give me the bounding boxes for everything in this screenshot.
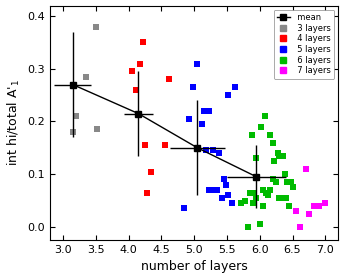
Point: [258, 124, 264, 129]
Point: [260, 204, 266, 208]
Point: [267, 133, 272, 137]
Point: [250, 201, 256, 205]
Point: [134, 88, 139, 92]
Point: [282, 172, 287, 176]
Point: [225, 193, 231, 198]
Point: [303, 167, 309, 171]
Point: [270, 177, 276, 182]
Point: [206, 109, 211, 113]
Point: [225, 93, 231, 97]
Point: [283, 196, 289, 200]
Point: [70, 130, 76, 134]
Point: [270, 140, 276, 145]
Point: [195, 61, 200, 66]
Point: [280, 196, 286, 200]
Legend:   mean,   3 layers,   4 layers,   5 layers,   6 layers,   7 layers: mean, 3 layers, 4 layers, 5 layers, 6 la…: [274, 10, 334, 79]
Point: [73, 114, 79, 119]
Point: [249, 133, 255, 137]
Point: [239, 201, 244, 205]
Point: [206, 188, 211, 192]
Point: [166, 77, 172, 81]
Point: [216, 151, 222, 155]
Point: [271, 159, 277, 163]
Point: [223, 182, 228, 187]
Point: [264, 190, 269, 195]
Point: [254, 156, 259, 161]
Point: [290, 185, 295, 189]
Point: [316, 204, 322, 208]
Point: [243, 198, 248, 203]
Point: [140, 40, 146, 45]
Point: [293, 209, 299, 213]
Point: [201, 109, 207, 113]
Point: [182, 206, 187, 211]
X-axis label: number of layers: number of layers: [141, 260, 248, 273]
Point: [260, 188, 266, 192]
Point: [265, 193, 270, 198]
Point: [229, 201, 235, 205]
Point: [144, 190, 150, 195]
Point: [254, 196, 259, 200]
Point: [94, 127, 100, 132]
Point: [93, 24, 98, 29]
Point: [323, 201, 328, 205]
Point: [277, 153, 282, 158]
Point: [267, 188, 272, 192]
Point: [284, 180, 290, 184]
Point: [257, 222, 262, 227]
Point: [129, 69, 135, 74]
Point: [252, 190, 257, 195]
Point: [199, 122, 205, 126]
Point: [232, 85, 238, 90]
Point: [138, 61, 143, 66]
Point: [149, 169, 154, 174]
Point: [277, 196, 282, 200]
Point: [247, 190, 252, 195]
Point: [203, 148, 209, 153]
Point: [262, 114, 268, 119]
Point: [214, 188, 220, 192]
Point: [280, 153, 286, 158]
Point: [298, 225, 303, 229]
Point: [190, 85, 196, 90]
Point: [306, 211, 312, 216]
Y-axis label: int hi/total A$'_1$: int hi/total A$'_1$: [6, 79, 22, 167]
Point: [289, 180, 294, 184]
Point: [275, 151, 281, 155]
Point: [186, 117, 192, 121]
Point: [162, 143, 168, 147]
Point: [245, 225, 251, 229]
Point: [221, 177, 226, 182]
Point: [83, 74, 89, 79]
Point: [287, 204, 292, 208]
Point: [219, 196, 224, 200]
Point: [211, 188, 217, 192]
Point: [311, 204, 316, 208]
Point: [142, 143, 148, 147]
Point: [210, 148, 215, 153]
Point: [273, 180, 279, 184]
